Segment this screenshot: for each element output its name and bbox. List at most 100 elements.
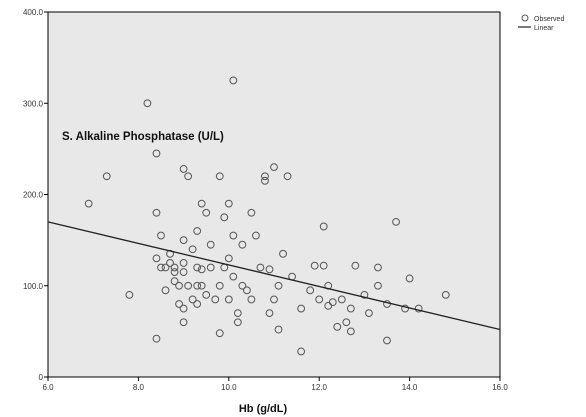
legend-observed-marker <box>521 14 529 22</box>
y-tick-label: 200.0 <box>23 191 44 200</box>
observed-point <box>279 249 287 258</box>
x-tick-label: 6.0 <box>42 383 54 392</box>
observed-point <box>265 309 274 318</box>
legend-observed-label: Observed <box>534 16 564 23</box>
observed-point <box>102 172 111 181</box>
observed-point <box>157 263 165 272</box>
observed-point <box>197 281 206 290</box>
observed-point <box>342 318 351 327</box>
y-tick-label: 100.0 <box>23 282 44 291</box>
observed-point <box>152 149 161 158</box>
observed-point <box>351 261 360 270</box>
observed-point <box>215 281 224 290</box>
observed-point <box>184 281 193 290</box>
observed-point <box>125 290 134 299</box>
observed-point <box>179 165 188 173</box>
x-tick-label: 14.0 <box>402 383 418 392</box>
observed-point <box>392 217 400 226</box>
legend: Observed Linear <box>518 14 564 32</box>
observed-point <box>414 304 423 313</box>
observed-point <box>252 231 260 240</box>
observed-point <box>270 163 278 172</box>
observed-point <box>256 263 265 272</box>
observed-point <box>274 325 283 334</box>
observed-point <box>179 268 188 276</box>
linear-fit-line <box>47 221 501 331</box>
observed-point <box>229 231 238 240</box>
observed-point <box>374 263 382 272</box>
observed-point <box>233 318 242 327</box>
observed-point <box>346 304 355 313</box>
observed-point <box>247 295 256 304</box>
observed-point <box>265 265 274 274</box>
observed-point <box>152 334 161 343</box>
observed-point <box>261 172 269 181</box>
observed-point <box>319 261 328 270</box>
observed-point <box>401 304 409 313</box>
observed-point <box>346 327 355 336</box>
observed-point <box>224 254 233 263</box>
observed-point <box>188 245 197 254</box>
observed-point <box>179 259 188 267</box>
observed-point <box>179 304 188 313</box>
observed-point <box>270 295 278 304</box>
observed-point <box>179 236 188 245</box>
x-tick-label: 12.0 <box>311 383 327 392</box>
x-tick-label: 8.0 <box>133 383 145 392</box>
observed-point <box>297 347 306 356</box>
observed-point <box>206 263 215 272</box>
observed-point <box>211 295 220 304</box>
observed-point <box>242 286 251 295</box>
observed-point <box>188 295 197 304</box>
observed-point <box>84 199 93 208</box>
plot-layer: 6.0 8.0 10.0 12.0 14.0 16.0 0 100.0 200.0 300.0 40… <box>23 8 508 392</box>
observed-point <box>202 290 211 299</box>
observed-point <box>161 286 170 295</box>
observed-point <box>193 263 202 272</box>
observed-point <box>315 295 324 304</box>
x-axis-title: Hb (g/dL) <box>239 403 288 415</box>
observed-point <box>337 295 346 304</box>
observed-point <box>152 254 161 263</box>
observed-point <box>306 286 315 295</box>
observed-point <box>197 199 206 208</box>
observed-point <box>170 277 179 286</box>
observed-point <box>274 281 283 290</box>
observed-point <box>202 208 211 217</box>
observed-point <box>233 309 242 318</box>
observed-point <box>184 172 193 181</box>
observed-point <box>175 281 183 290</box>
observed-point <box>283 172 292 181</box>
observed-point <box>365 309 373 318</box>
observed-point <box>224 295 233 304</box>
observed-point <box>405 274 414 283</box>
observed-point <box>220 213 229 222</box>
observed-point <box>229 76 238 85</box>
observed-point <box>143 99 152 108</box>
observed-point <box>193 227 202 235</box>
observed-point <box>206 240 215 249</box>
y-tick-label: 400.0 <box>23 8 44 17</box>
y-tick-label: 300.0 <box>23 99 44 108</box>
observed-point <box>374 281 382 290</box>
y-tick-label: 0 <box>39 373 44 382</box>
observed-point <box>238 240 247 249</box>
observed-point <box>319 222 328 231</box>
observed-point <box>215 329 224 338</box>
observed-point <box>441 290 450 299</box>
x-tick-label: 16.0 <box>492 383 508 392</box>
observed-point <box>247 208 256 217</box>
observed-point <box>193 281 202 290</box>
x-tick-label: 10.0 <box>221 383 237 392</box>
observed-point <box>152 208 161 217</box>
observed-point <box>197 265 206 274</box>
observed-point <box>179 318 188 327</box>
observed-point <box>229 272 238 281</box>
legend-linear-label: Linear <box>534 25 554 32</box>
observed-point <box>328 298 337 307</box>
observed-point <box>238 281 247 290</box>
observed-point <box>224 199 233 208</box>
observed-point <box>360 290 369 299</box>
chart-title: S. Alkaline Phosphatase (U/L) <box>62 131 224 143</box>
observed-point <box>157 231 165 240</box>
